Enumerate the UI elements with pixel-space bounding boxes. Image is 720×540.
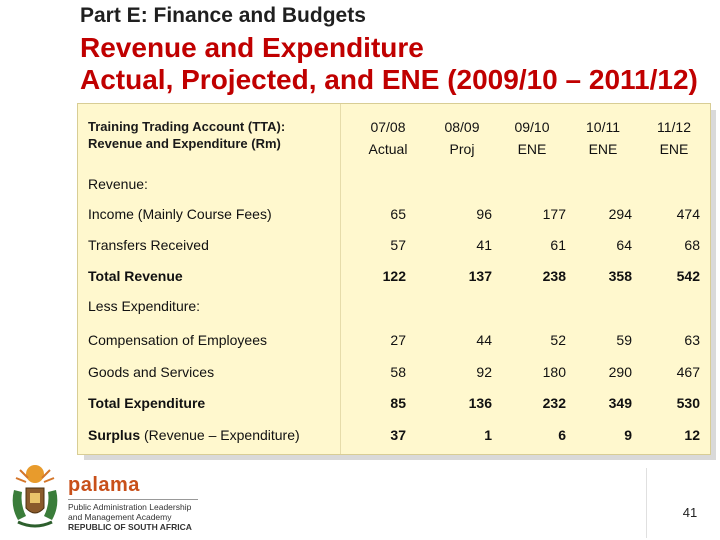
column-header-1011: 10/11 ENE <box>586 119 620 157</box>
table-cell: 59 <box>616 332 632 348</box>
surplus-label-rest: (Revenue – Expenditure) <box>140 427 300 443</box>
revenue-heading: Revenue: <box>88 176 148 192</box>
surplus-label-bold: Surplus <box>88 427 141 443</box>
column-divider <box>340 104 341 454</box>
finance-table: Training Trading Account (TTA): Revenue … <box>77 103 716 460</box>
row-label-total-revenue: Total Revenue <box>88 268 183 284</box>
logo-line-3: REPUBLIC OF SOUTH AFRICA <box>68 522 192 532</box>
row-label-goods-services: Goods and Services <box>88 364 215 380</box>
table-cell: 12 <box>684 427 700 443</box>
title-line-1: Revenue and Expenditure <box>80 32 424 63</box>
expenditure-heading: Less Expenditure: <box>88 298 201 314</box>
column-header-0910: 09/10 ENE <box>514 119 550 157</box>
palama-logo: palama Public Administration Leadership … <box>6 460 206 532</box>
logo-text-block: palama Public Administration Leadership … <box>68 474 198 532</box>
table-cell: 137 <box>468 268 492 284</box>
table-cell: 27 <box>390 332 406 348</box>
logo-line-1: Public Administration Leadership <box>68 502 192 512</box>
table-label-line-1: Training Trading Account (TTA): <box>88 119 286 134</box>
table-cell: 238 <box>542 268 566 284</box>
table-cell: 41 <box>476 237 492 253</box>
table-cell: 530 <box>676 395 700 411</box>
table-cell: 358 <box>608 268 632 284</box>
table-cell: 136 <box>468 395 492 411</box>
logo-divider <box>68 499 198 500</box>
title-line-2: Actual, Projected, and ENE (2009/10 – 20… <box>80 64 698 95</box>
row-label-income: Income (Mainly Course Fees) <box>88 206 272 222</box>
table-cell: 232 <box>542 395 566 411</box>
table-cell: 92 <box>476 364 492 380</box>
table-cell: 467 <box>676 364 700 380</box>
table-cell: 57 <box>390 237 406 253</box>
row-label-surplus: Surplus (Revenue – Expenditure) <box>88 427 300 443</box>
table-cell: 180 <box>542 364 566 380</box>
column-header-0708: 07/08 Actual <box>368 119 408 157</box>
table-cell: 6 <box>558 427 566 443</box>
logo-line-2: and Management Academy <box>68 512 172 522</box>
table-cell: 542 <box>676 268 700 284</box>
table-cell: 122 <box>382 268 406 284</box>
table-cell: 61 <box>550 237 566 253</box>
logo-name: palama <box>68 474 140 496</box>
table-cell: 177 <box>542 206 566 222</box>
table-cell: 474 <box>676 206 700 222</box>
table-label-line-2: Revenue and Expenditure (Rm) <box>88 136 281 151</box>
table-cell: 64 <box>616 237 632 253</box>
table-cell: 44 <box>476 332 492 348</box>
table-cell: 68 <box>684 237 700 253</box>
coat-of-arms-icon <box>12 465 58 528</box>
table-cell: 85 <box>390 395 406 411</box>
column-header-0809: 08/09 Proj <box>444 119 480 157</box>
table-cell: 58 <box>390 364 406 380</box>
slide-title: Revenue and Expenditure Actual, Projecte… <box>80 32 698 96</box>
row-label-total-expenditure: Total Expenditure <box>88 395 206 411</box>
table-cell: 294 <box>608 206 632 222</box>
table-cell: 52 <box>550 332 566 348</box>
page-number: 41 <box>682 505 698 520</box>
table-cell: 9 <box>624 427 632 443</box>
table-label: Training Trading Account (TTA): Revenue … <box>88 118 285 152</box>
table-cell: 290 <box>608 364 632 380</box>
table-cell: 63 <box>684 332 700 348</box>
table-cell: 1 <box>484 427 492 443</box>
section-kicker: Part E: Finance and Budgets <box>80 4 366 27</box>
table-cell: 349 <box>608 395 632 411</box>
row-label-compensation: Compensation of Employees <box>88 332 267 348</box>
table-cell: 96 <box>476 206 492 222</box>
row-label-transfers: Transfers Received <box>88 237 209 253</box>
page-number-box <box>646 468 717 538</box>
table-cell: 65 <box>390 206 406 222</box>
column-header-1112: 11/12 ENE <box>657 119 691 157</box>
table-cell: 37 <box>390 427 406 443</box>
